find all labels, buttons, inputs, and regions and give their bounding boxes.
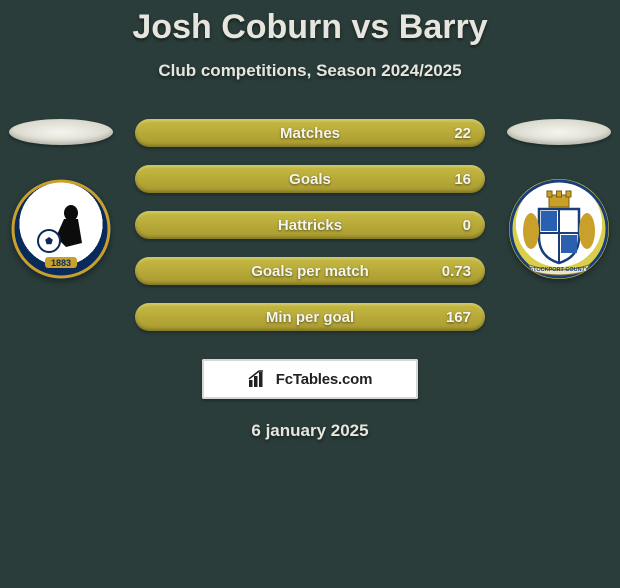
stat-row-goals-per-match: Goals per match 0.73 [135, 257, 485, 285]
stat-right-value: 0.73 [442, 257, 471, 285]
stat-right-value: 0 [463, 211, 471, 239]
stat-label: Hattricks [278, 217, 342, 234]
snapshot-date: 6 january 2025 [0, 421, 620, 441]
stat-right-value: 22 [454, 119, 471, 147]
brand-badge: FcTables.com [202, 359, 418, 399]
svg-text:STOCKPORT COUNTY: STOCKPORT COUNTY [529, 267, 589, 273]
right-player-placeholder [507, 119, 611, 145]
stat-row-min-per-goal: Min per goal 167 [135, 303, 485, 331]
stockport-county-crest-icon: STOCKPORT COUNTY [509, 179, 609, 279]
stat-right-value: 16 [454, 165, 471, 193]
stat-label: Min per goal [266, 309, 354, 326]
left-player-placeholder [9, 119, 113, 145]
stat-label: Matches [280, 125, 340, 142]
stat-row-goals: Goals 16 [135, 165, 485, 193]
stat-bars: Matches 22 Goals 16 Hattricks 0 Goals pe… [135, 119, 485, 331]
right-player-column: STOCKPORT COUNTY [504, 119, 614, 279]
crest-year: 1883 [51, 258, 71, 268]
stat-label: Goals per match [251, 263, 369, 280]
page-subtitle: Club competitions, Season 2024/2025 [0, 61, 620, 81]
page-title: Josh Coburn vs Barry [0, 8, 620, 47]
left-player-column: 1883 BRISTOL ROVERS [6, 119, 116, 279]
brand-text: FcTables.com [276, 371, 373, 388]
stat-row-matches: Matches 22 [135, 119, 485, 147]
comparison-panel: 1883 BRISTOL ROVERS Matches 22 Goals 16 … [0, 119, 620, 331]
bristol-rovers-crest-icon: 1883 BRISTOL ROVERS [11, 179, 111, 279]
stat-label: Goals [289, 171, 331, 188]
stat-right-value: 167 [446, 303, 471, 331]
stat-row-hattricks: Hattricks 0 [135, 211, 485, 239]
bar-chart-icon [248, 370, 270, 388]
